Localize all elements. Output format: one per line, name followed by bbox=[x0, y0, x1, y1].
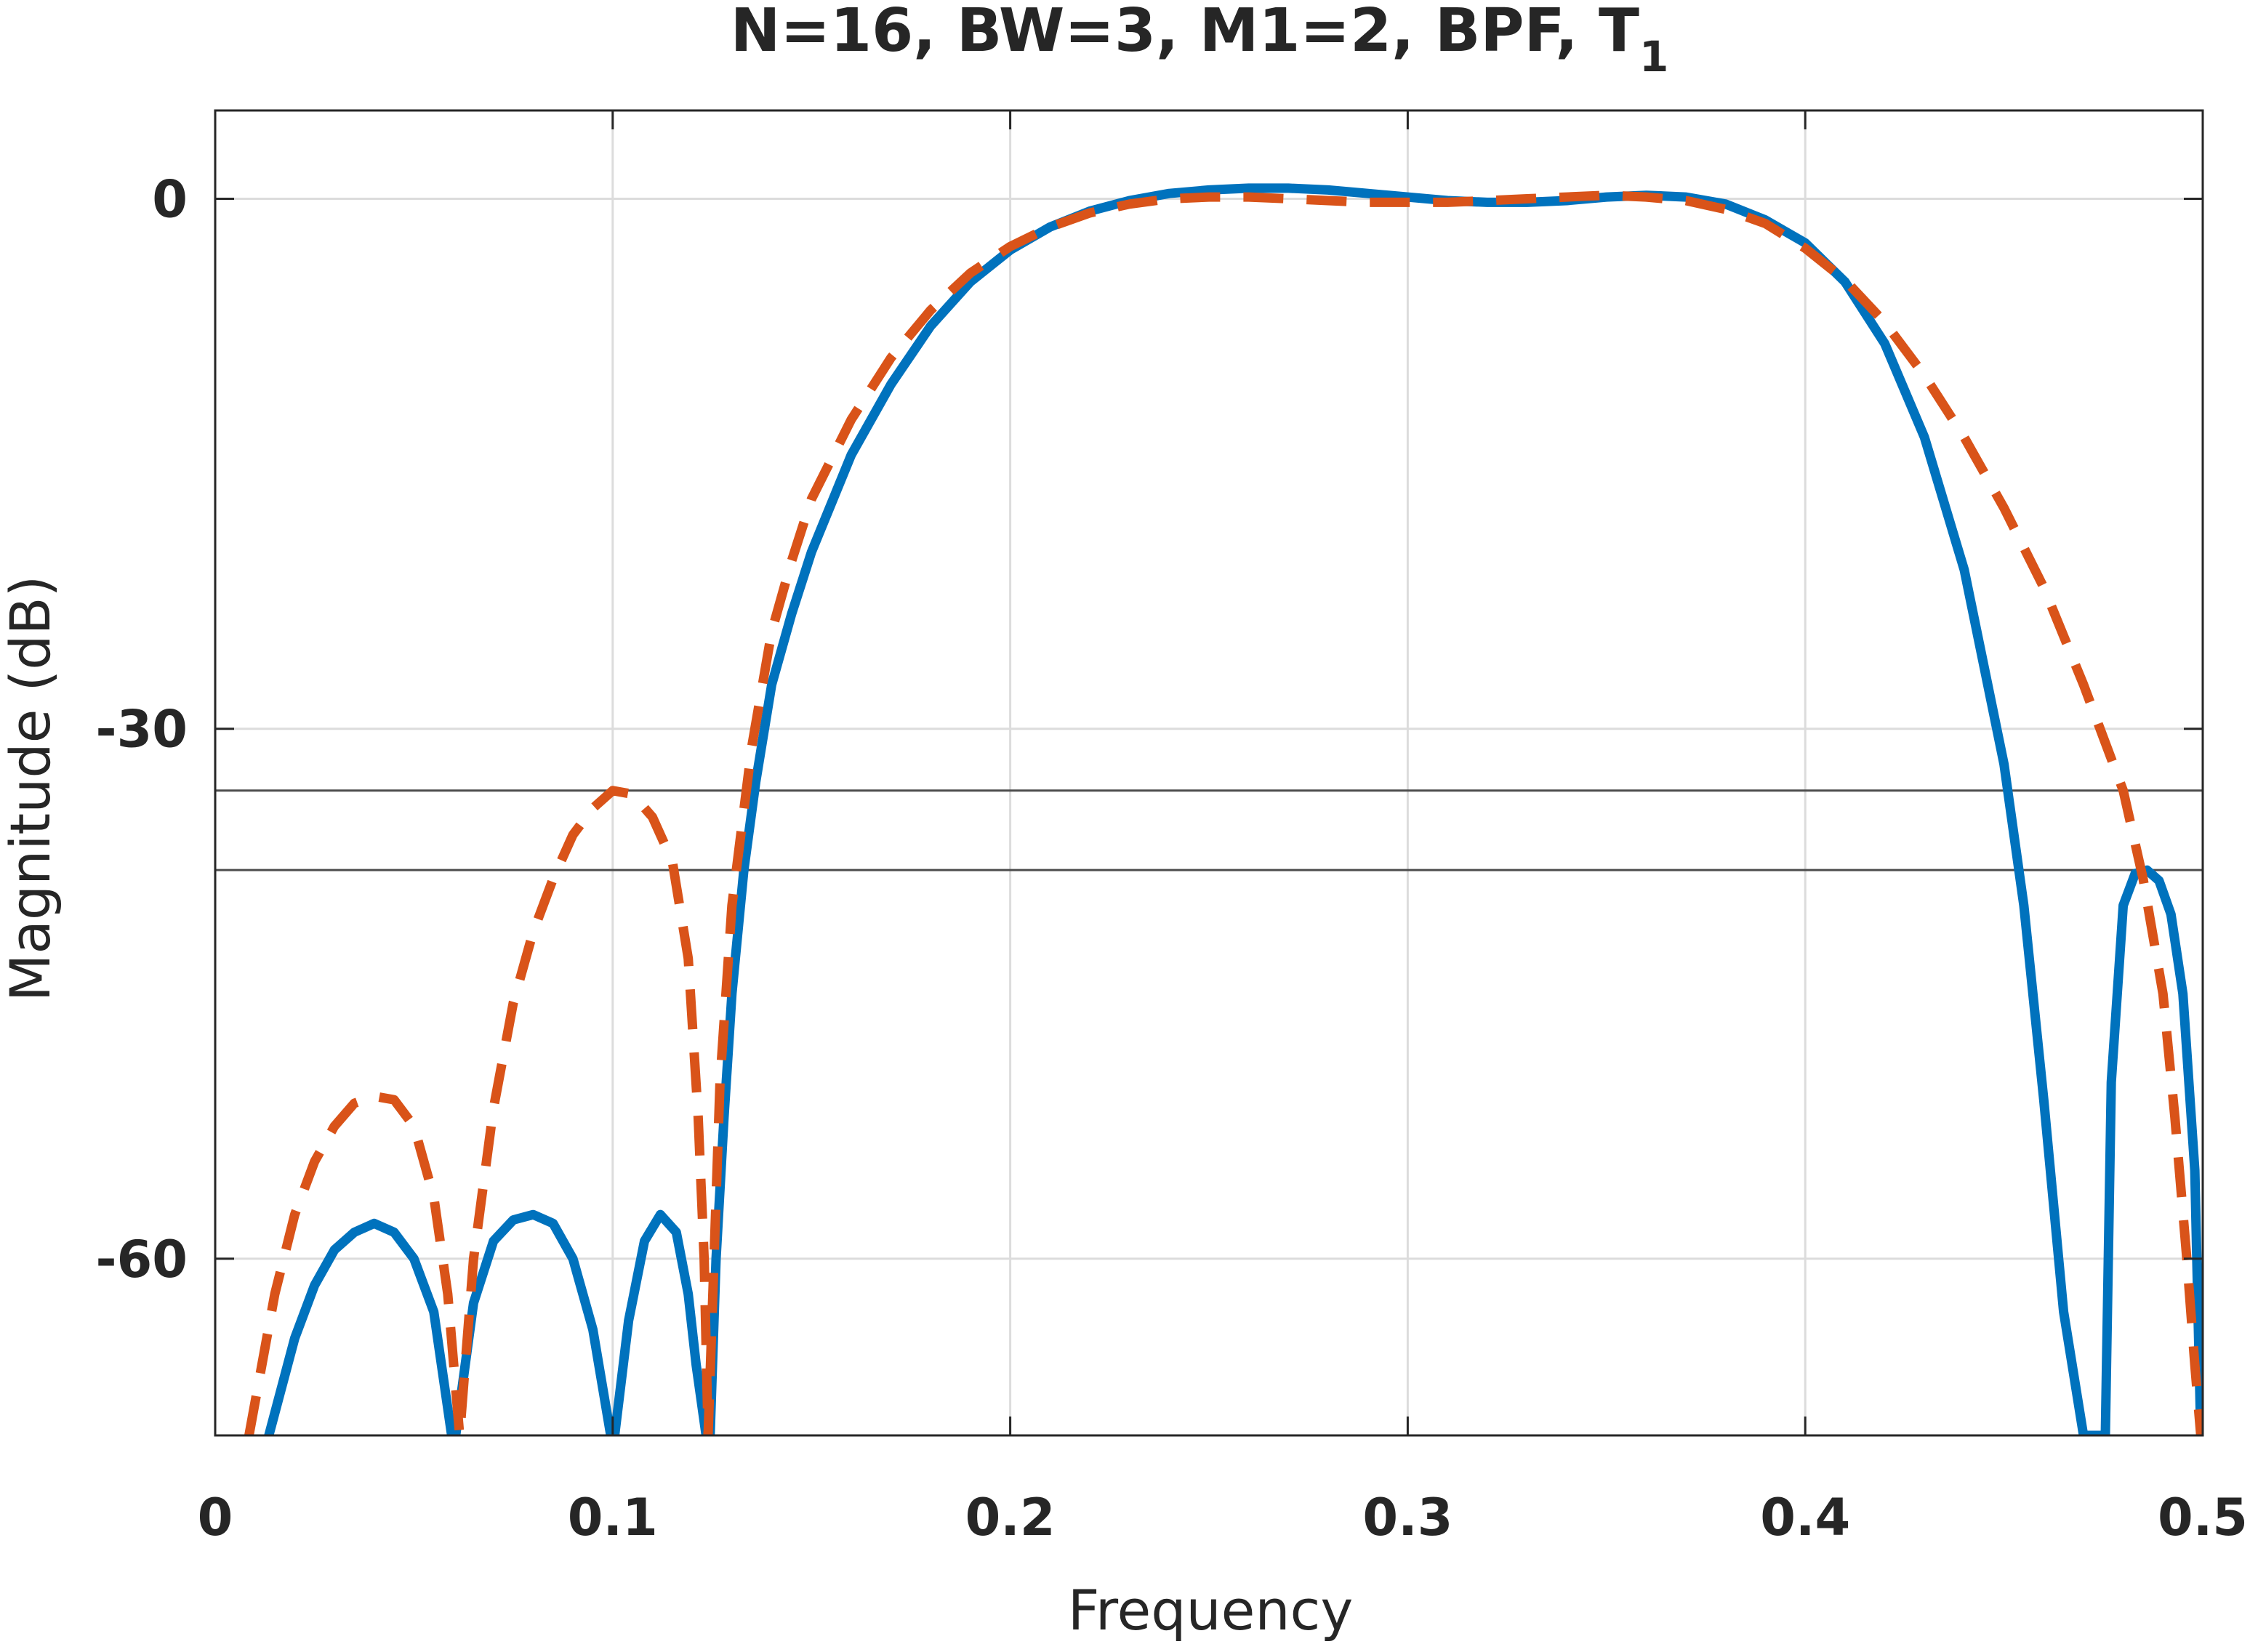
y-tick-label: -60 bbox=[96, 1230, 188, 1289]
x-axis-label: Frequency bbox=[1068, 1578, 1354, 1643]
plot-frame bbox=[214, 109, 2204, 1437]
x-tick-label: 0.5 bbox=[2158, 1488, 2248, 1547]
x-tick-label: 0.2 bbox=[965, 1488, 1056, 1547]
chart-title-main: N=16, BW=3, M1=2, BPF, T bbox=[731, 0, 1639, 65]
series-line-dashed bbox=[244, 190, 2203, 1435]
plot-area bbox=[215, 110, 2203, 1435]
x-tick-label: 0.1 bbox=[568, 1488, 658, 1547]
x-tick-label: 0 bbox=[198, 1488, 233, 1547]
x-tick-label: 0.4 bbox=[1760, 1488, 1850, 1547]
chart-title-subscript: 1 bbox=[1639, 32, 1668, 81]
chart-title: N=16, BW=3, M1=2, BPF, T1 bbox=[731, 0, 1669, 81]
y-tick-label: -30 bbox=[96, 700, 188, 759]
x-tick-label: 0.3 bbox=[1362, 1488, 1453, 1547]
y-axis-label: Magnitude (dB) bbox=[0, 576, 63, 1002]
y-tick-label: 0 bbox=[152, 170, 188, 230]
